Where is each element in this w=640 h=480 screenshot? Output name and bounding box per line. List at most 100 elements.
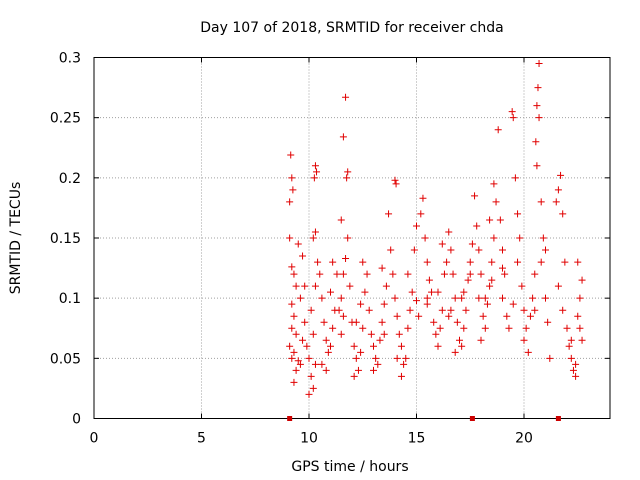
data-point: [499, 294, 506, 302]
data-point: [393, 354, 401, 362]
data-point: [365, 306, 373, 314]
data-gap-marker: [555, 416, 561, 421]
data-point: [423, 300, 431, 308]
data-point: [464, 276, 472, 284]
data-point: [363, 270, 371, 278]
data-point: [288, 300, 296, 308]
data-point: [569, 366, 577, 374]
data-point: [451, 294, 459, 302]
data-point: [374, 360, 382, 368]
data-point: [471, 192, 479, 200]
data-point: [389, 270, 397, 278]
data-point: [380, 330, 388, 338]
chart-title: Day 107 of 2018, SRMTID for receiver chd…: [200, 20, 503, 36]
y-tick-label: 0.25: [50, 111, 81, 127]
data-point: [404, 270, 412, 278]
data-point: [514, 210, 522, 218]
data-point: [438, 240, 446, 248]
data-point: [404, 324, 412, 332]
data-point: [458, 342, 466, 350]
data-point: [505, 324, 513, 332]
data-point: [447, 246, 455, 254]
data-point: [305, 390, 313, 398]
data-point: [387, 246, 395, 254]
data-point: [286, 198, 294, 206]
data-point: [511, 174, 519, 182]
data-point: [329, 258, 337, 266]
data-point: [494, 126, 502, 134]
data-point: [449, 270, 457, 278]
data-point: [344, 168, 352, 176]
data-point: [314, 258, 322, 266]
y-tick-label: 0.2: [59, 171, 81, 187]
data-point: [310, 174, 318, 182]
data-point: [529, 294, 537, 302]
data-point: [288, 263, 296, 271]
data-point: [288, 174, 296, 182]
data-point: [294, 240, 302, 248]
x-tick-label: 20: [515, 431, 533, 447]
data-point: [578, 336, 586, 344]
data-point: [378, 264, 386, 272]
data-point: [288, 354, 296, 362]
data-point: [370, 342, 377, 350]
data-point: [333, 270, 341, 278]
data-point: [289, 186, 297, 194]
axis-ticks: 0 5 10 15 20 0 0.05 0.1 0.15 0.2 0.25 0.3: [50, 51, 610, 447]
data-point: [299, 336, 307, 344]
data-point: [486, 216, 494, 224]
data-point: [419, 194, 427, 202]
data-point: [393, 312, 401, 320]
data-point: [286, 234, 294, 242]
data-point: [563, 324, 571, 332]
data-point: [574, 312, 582, 320]
data-point: [552, 198, 560, 206]
data-point: [423, 258, 431, 266]
data-point: [475, 246, 483, 254]
data-point: [413, 222, 420, 230]
data-point: [456, 336, 463, 344]
data-point: [316, 270, 324, 278]
data-point: [466, 258, 474, 266]
data-point: [576, 294, 584, 302]
data-point: [445, 228, 453, 236]
data-point: [357, 348, 365, 356]
x-tick-label: 5: [197, 431, 206, 447]
data-point: [410, 246, 418, 254]
data-point: [490, 234, 498, 242]
data-point: [344, 234, 352, 242]
data-point: [481, 294, 489, 302]
data-point: [460, 324, 468, 332]
data-point: [292, 282, 300, 290]
data-point: [415, 312, 423, 320]
data-point: [343, 174, 351, 182]
data-point: [309, 234, 317, 242]
data-point: [320, 318, 328, 326]
y-tick-label: 0: [72, 412, 81, 428]
data-point: [535, 114, 543, 122]
data-point: [520, 306, 528, 314]
data-point: [301, 282, 309, 290]
data-point: [423, 294, 431, 302]
data-point: [447, 306, 455, 314]
data-point: [380, 300, 388, 308]
data-point: [322, 336, 330, 344]
data-point: [520, 336, 528, 344]
data-point: [436, 324, 444, 332]
data-point: [542, 246, 549, 254]
data-point: [296, 294, 304, 302]
data-gap-marker: [287, 416, 293, 421]
data-point: [337, 216, 345, 224]
data-point: [531, 306, 539, 314]
data-point: [546, 354, 554, 362]
data-point: [509, 300, 517, 308]
data-point: [554, 282, 562, 290]
data-point: [557, 171, 565, 179]
data-point: [492, 198, 500, 206]
data-point: [342, 93, 350, 101]
data-point: [350, 372, 358, 380]
data-point: [309, 330, 317, 338]
data-point: [462, 306, 470, 314]
x-axis-label: GPS time / hours: [291, 459, 408, 475]
data-point: [578, 276, 586, 284]
